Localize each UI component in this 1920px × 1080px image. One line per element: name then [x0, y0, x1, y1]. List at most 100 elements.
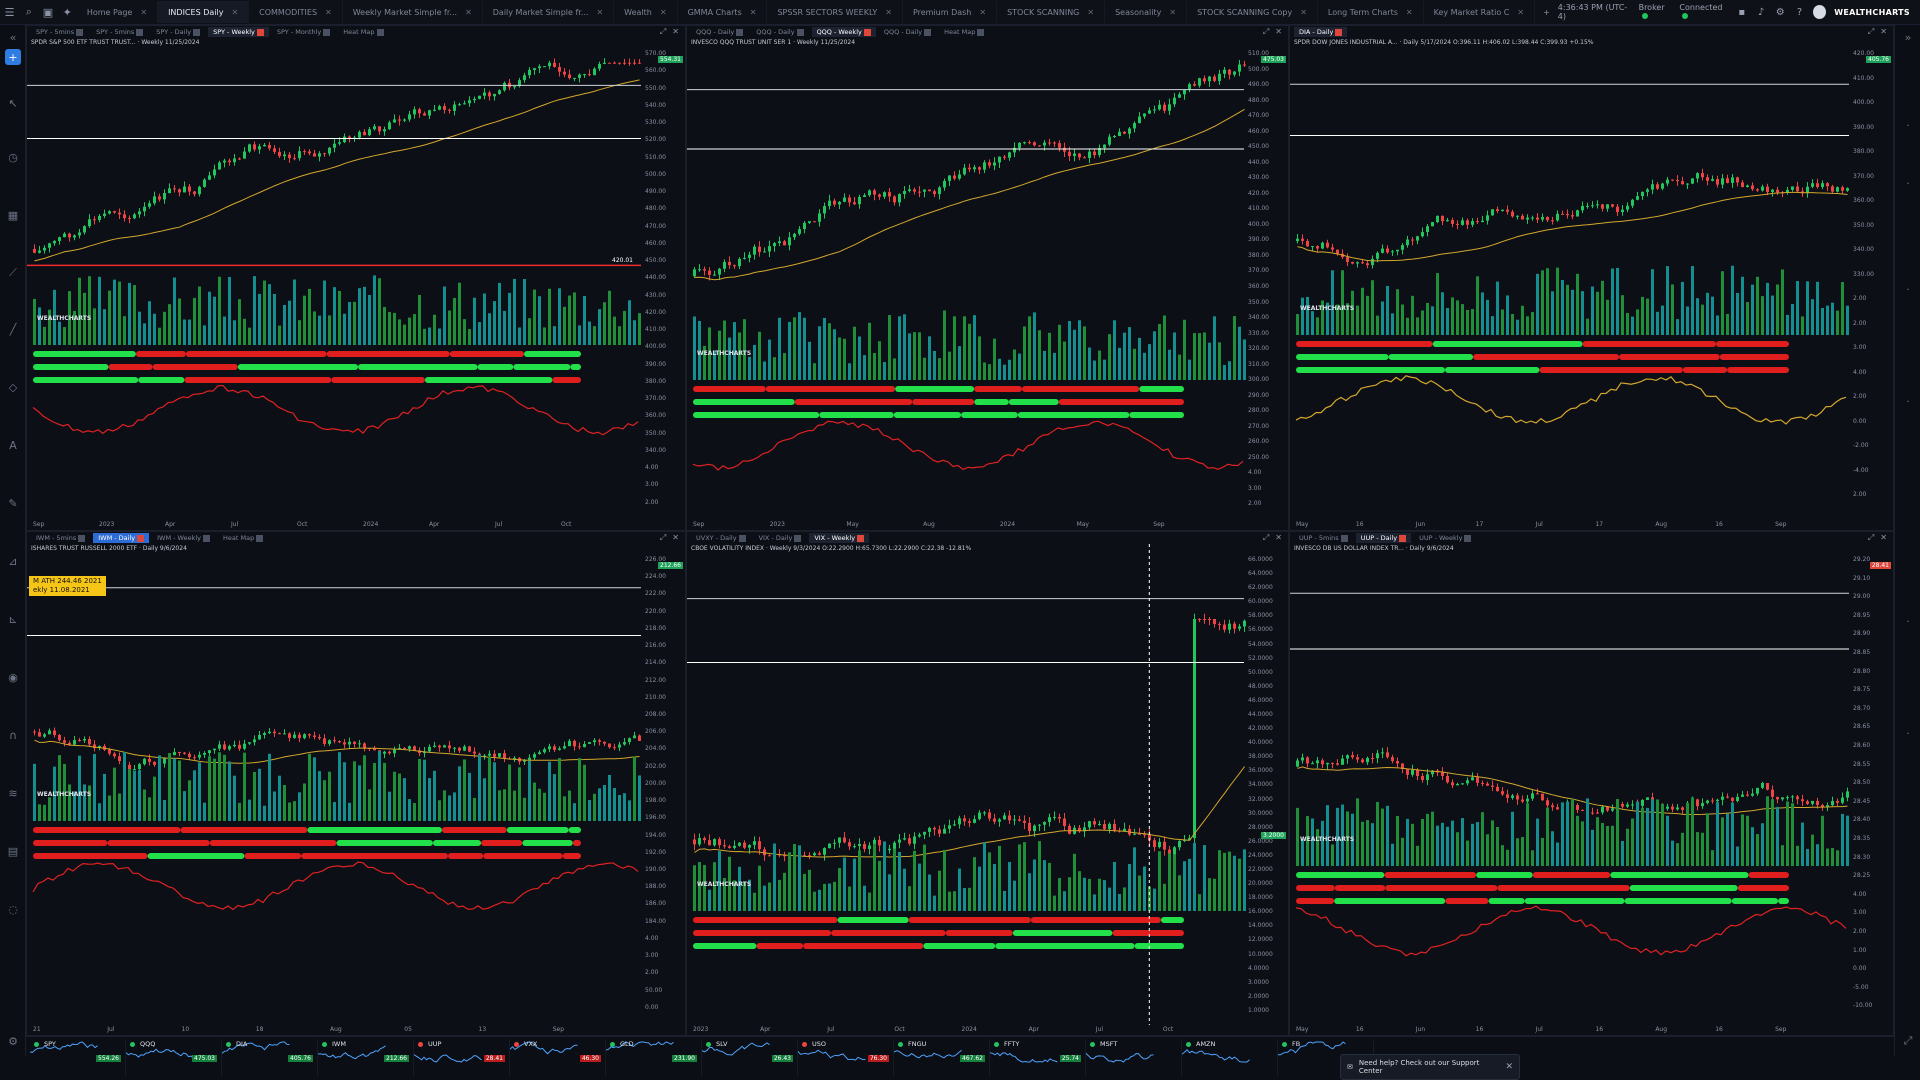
pane-tab[interactable]: QQQ - Weekly [811, 27, 876, 37]
time-axis[interactable]: Sep 2023 Apr Jul Oct 2024 Apr Jul Oct [27, 521, 641, 530]
settings-badge-icon[interactable] [794, 534, 802, 542]
settings-badge-icon[interactable] [736, 28, 744, 36]
pane-tab[interactable]: VIX - Weekly [809, 533, 870, 543]
ticker-qqq[interactable]: QQQ 475.03 [125, 1039, 222, 1077]
text-tool-icon[interactable]: A [9, 438, 17, 452]
ticker-fngu[interactable]: FNGU 467.62 [893, 1039, 990, 1077]
expand-icon[interactable]: » [1904, 30, 1912, 44]
settings-badge-icon[interactable] [738, 534, 746, 542]
maximize-icon[interactable]: ⤢ [659, 533, 667, 542]
ticker-dia[interactable]: DIA 405.76 [221, 1039, 318, 1077]
timeframe-w-icon[interactable]: · [1906, 614, 1910, 628]
price-axis[interactable]: 420.00 410.00 400.00 390.00 380.00 370.00 360.… [1849, 50, 1893, 520]
pane-tab[interactable]: DIA - Daily [1294, 27, 1348, 37]
chart-canvas[interactable] [687, 26, 1289, 531]
timeframe-m-icon[interactable]: · [1906, 726, 1910, 740]
fullscreen-icon[interactable]: ⤢ [1903, 1034, 1913, 1047]
close-tab-icon[interactable]: ✕ [659, 7, 667, 17]
settings-badge-icon[interactable] [863, 28, 871, 36]
add-icon[interactable]: + [5, 49, 21, 65]
pane-tab[interactable]: QQQ - Daily [691, 27, 748, 37]
support-toast[interactable]: ✉ Need help? Check out our Support Cente… [1340, 1054, 1520, 1080]
time-axis[interactable]: May 16 Jun 16 Jul 16 Aug 16 Sep [1290, 1026, 1849, 1035]
close-icon[interactable]: ✕ [1275, 27, 1282, 36]
settings-badge-icon[interactable] [256, 534, 264, 542]
tab-12[interactable]: Long Term Charts ✕ [1318, 1, 1424, 23]
tab-9[interactable]: STOCK SCANNING ✕ [997, 1, 1106, 23]
measure-icon[interactable]: ⊿ [8, 554, 18, 568]
cursor-icon[interactable]: ↖ [8, 96, 18, 110]
tab-5[interactable]: Wealth ✕ [614, 1, 678, 23]
tab-11[interactable]: STOCK SCANNING Copy ✕ [1187, 1, 1318, 23]
layers-icon[interactable]: ▤ [7, 844, 19, 858]
chart-canvas[interactable] [27, 532, 686, 1036]
close-tab-icon[interactable]: ✕ [1300, 7, 1307, 17]
price-axis[interactable]: 570.00 560.00 550.00 540.00 530.00 520.00 510.… [641, 50, 685, 520]
maximize-icon[interactable]: ⤢ [1262, 533, 1270, 542]
close-icon[interactable]: ✕ [1880, 533, 1887, 542]
timeframe-5m-icon[interactable]: · [1906, 176, 1910, 190]
save-icon[interactable]: ▪ [1738, 6, 1746, 18]
ruler-icon[interactable]: ⊾ [8, 612, 18, 626]
search-icon[interactable]: ⌕ [25, 5, 32, 18]
close-icon[interactable]: ✕ [1880, 27, 1887, 36]
tab-6[interactable]: GMMA Charts ✕ [678, 1, 768, 23]
chart-canvas[interactable] [1290, 26, 1894, 531]
layout-icon[interactable]: ▣ [42, 5, 54, 19]
tab-8[interactable]: Premium Dash ✕ [903, 1, 998, 23]
ticker-vxx[interactable]: VXX 46.30 [509, 1039, 606, 1077]
magnet-icon[interactable]: ∩ [8, 728, 18, 742]
close-tab-icon[interactable]: ✕ [749, 7, 757, 17]
close-tab-icon[interactable]: ✕ [1405, 7, 1413, 17]
tab-2[interactable]: COMMODITIES ✕ [249, 1, 343, 23]
trend-icon[interactable]: ⟋ [9, 266, 17, 279]
settings-badge-icon[interactable] [203, 534, 211, 542]
settings-badge-icon[interactable] [1340, 534, 1348, 542]
chart-canvas[interactable] [687, 532, 1289, 1036]
tab-10[interactable]: Seasonality ✕ [1105, 1, 1188, 23]
pane-tab[interactable]: QQQ - Daily [879, 27, 936, 37]
collapse-icon[interactable]: « [9, 30, 17, 44]
time-axis[interactable]: 2023 Apr Jul Oct 2024 Apr Jul Oct [687, 1026, 1244, 1035]
time-axis[interactable]: Sep 2023 May Aug 2024 May Sep [687, 521, 1244, 530]
settings-badge-icon[interactable] [78, 534, 86, 542]
tab-1[interactable]: INDICES Daily ✕ [158, 1, 250, 23]
add-tab-icon[interactable]: + [1543, 7, 1550, 17]
ticker-slv[interactable]: SLV 26.43 [701, 1039, 798, 1077]
settings-icon[interactable]: ⚙ [8, 1034, 18, 1048]
chart-canvas[interactable] [27, 26, 686, 531]
settings-badge-icon[interactable] [1399, 534, 1407, 542]
avatar[interactable] [1813, 5, 1827, 19]
ticker-iwm[interactable]: IWM 212.66 [317, 1039, 414, 1077]
ticker-msft[interactable]: MSFT [1085, 1039, 1182, 1077]
pane-tab[interactable]: Heat Map [338, 27, 388, 37]
tab-13[interactable]: Key Market Ratio C ✕ [1424, 1, 1536, 23]
price-axis[interactable]: 510.00 500.00 490.00 480.00 470.00 460.00 450.… [1244, 50, 1288, 520]
settings-badge-icon[interactable] [256, 28, 264, 36]
pane-tab[interactable]: SPY - Weekly [208, 27, 269, 37]
timeframe-1m-icon[interactable]: · [1906, 118, 1910, 132]
close-tab-icon[interactable]: ✕ [140, 7, 148, 17]
pane-tab[interactable]: UUP - 5mins [1294, 533, 1353, 543]
maximize-icon[interactable]: ⤢ [1867, 533, 1875, 542]
line-tool-icon[interactable]: ╱ [9, 322, 17, 336]
ticker-uup[interactable]: UUP 28.41 [413, 1039, 510, 1077]
settings-badge-icon[interactable] [1464, 534, 1472, 542]
close-tab-icon[interactable]: ✕ [1087, 7, 1095, 17]
chart-canvas[interactable] [1290, 532, 1894, 1036]
settings-badge-icon[interactable] [796, 28, 804, 36]
brush-icon[interactable]: ✎ [8, 496, 18, 510]
pane-tab[interactable]: SPY - Monthly [272, 27, 335, 37]
price-axis[interactable]: 29.20 29.10 29.00 28.95 28.90 28.85 28.80 28.75… [1849, 556, 1893, 1025]
price-axis[interactable]: 66.0000 64.0000 62.0000 60.0000 58.0000 56.00… [1244, 556, 1288, 1025]
settings-badge-icon[interactable] [137, 534, 145, 542]
close-tab-icon[interactable]: ✕ [596, 7, 604, 17]
ai-icon[interactable]: ✦ [62, 5, 72, 19]
pane-tab[interactable]: SPY - 5mins [31, 27, 88, 37]
chart-pane-5[interactable]: UUP - 5mins UUP - Daily UUP - Weekly ⤢ ✕ INVE… [1289, 531, 1894, 1036]
settings-badge-icon[interactable] [977, 28, 985, 36]
pane-tab[interactable]: VIX - Daily [754, 533, 807, 543]
close-icon[interactable]: ✕ [672, 27, 679, 36]
settings-badge-icon[interactable] [1335, 28, 1343, 36]
maximize-icon[interactable]: ⤢ [659, 27, 667, 36]
